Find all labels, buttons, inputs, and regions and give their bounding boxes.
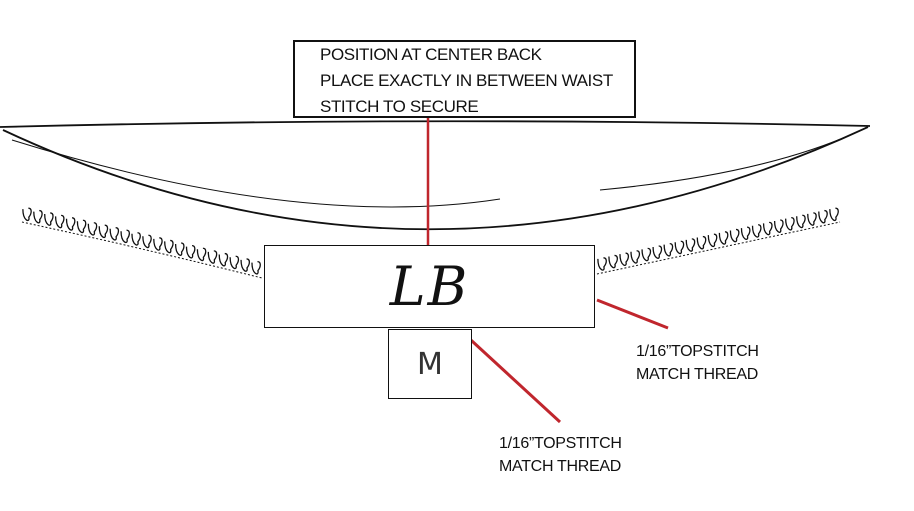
ruffle-loop: [707, 233, 718, 248]
callout-right: 1/16”TOPSTITCH MATCH THREAD: [636, 340, 759, 386]
ruffle-loop: [120, 229, 131, 244]
ruffle-loop: [54, 214, 65, 229]
ruffle-loop: [218, 252, 229, 267]
ruffle-loop: [740, 226, 751, 241]
ruffle-loop: [818, 209, 828, 224]
ruffle-loop: [109, 227, 120, 241]
leader-line-bottom: [458, 328, 562, 424]
ruffle-loop: [652, 245, 663, 259]
waistband-lower-curve-sketch-right: [599, 132, 856, 191]
ruffle-loop: [685, 238, 696, 252]
ruffle-loop: [751, 224, 762, 238]
placement-note-box: POSITION AT CENTER BACK PLACE EXACTLY IN…: [293, 40, 636, 118]
note-line-1: POSITION AT CENTER BACK: [320, 45, 542, 64]
waistband-lower-curve-sketch: [11, 139, 501, 208]
ruffle-loop: [44, 212, 54, 226]
ruffle-loop: [619, 252, 630, 267]
ruffle-loop: [663, 242, 674, 257]
ruffle-loop: [729, 228, 740, 243]
ruffle-loop: [829, 207, 839, 222]
ruffle-loop: [773, 219, 784, 233]
size-letter: M: [417, 346, 443, 382]
waistband-top-edge: [0, 120, 871, 128]
ruffle-loop: [718, 231, 729, 245]
waistband-lower-curve: [2, 126, 869, 231]
ruffle-loop: [674, 240, 685, 255]
ruffle-baseline: [596, 221, 841, 275]
note-line-2: PLACE EXACTLY IN BETWEEN WAIST: [320, 71, 613, 90]
ruffle-loop: [251, 260, 261, 275]
ruffle-loop: [630, 250, 641, 264]
ruffle-loop: [22, 207, 32, 222]
ruffle-loop: [762, 221, 773, 236]
ruffle-loop: [785, 216, 795, 231]
ruffle-loop: [240, 258, 251, 272]
leader-line-right: [596, 298, 669, 330]
ruffle-loop: [608, 254, 618, 269]
ruffle-baseline: [21, 221, 263, 279]
brand-label: LB: [264, 245, 595, 328]
ruffle-loop: [164, 239, 174, 254]
ruffle-loop: [153, 237, 163, 251]
callout-right-line-1: 1/16”TOPSTITCH: [636, 343, 759, 360]
ruffle-loop: [207, 250, 218, 264]
ruffle-loop: [196, 247, 207, 262]
ruffle-loop: [142, 234, 152, 249]
ruffle-loop: [696, 235, 707, 250]
ruffle-loop: [65, 217, 76, 231]
ruffle-loop: [597, 257, 607, 271]
callout-right-line-2: MATCH THREAD: [636, 366, 759, 383]
ruffle-loop: [807, 212, 817, 226]
ruffle-loop: [87, 222, 98, 236]
ruffle-loop: [641, 247, 652, 262]
ruffle-loop: [98, 224, 109, 239]
ruffle-loop: [229, 255, 240, 270]
ruffle-stitch-right: [596, 207, 841, 275]
ruffle-loop: [174, 242, 185, 256]
ruffle-stitch-left: [21, 207, 263, 279]
callout-bottom-line-2: MATCH THREAD: [499, 458, 622, 475]
ruffle-loop: [76, 219, 87, 234]
ruffle-loop: [185, 244, 196, 259]
size-tag: M: [388, 329, 472, 399]
note-line-3: STITCH TO SECURE: [320, 97, 479, 116]
callout-bottom-line-1: 1/16”TOPSTITCH: [499, 435, 622, 452]
callout-bottom: 1/16”TOPSTITCH MATCH THREAD: [499, 432, 622, 478]
brand-monogram: LB: [389, 255, 470, 318]
ruffle-loop: [796, 214, 806, 229]
ruffle-loop: [131, 232, 141, 246]
ruffle-loop: [33, 209, 43, 224]
